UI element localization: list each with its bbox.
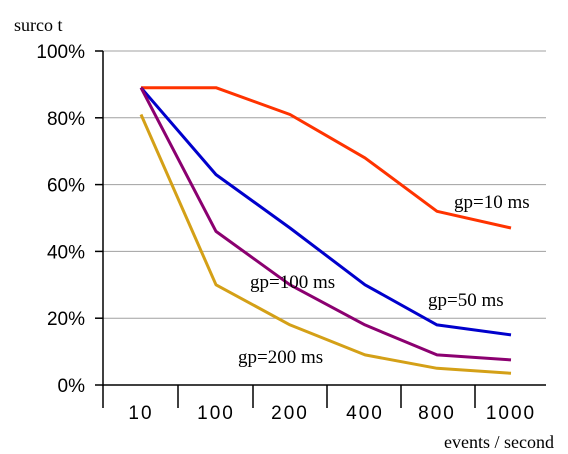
x-tick-label: 1000	[486, 403, 536, 424]
x-axis-title: events / second	[444, 432, 554, 452]
y-tick-label: 100%	[36, 42, 85, 63]
gridlines	[103, 50, 546, 319]
x-tick-label: 400	[346, 403, 384, 424]
series-label: gp=200 ms	[238, 347, 323, 368]
series-line	[139, 87, 512, 362]
axes: 0% 20% 40% 60% 80% 100% 10 100 200 400 800 1000	[36, 42, 546, 424]
y-tick-label: 20%	[47, 309, 85, 330]
series-line	[139, 113, 512, 375]
x-tick-label: 100	[197, 403, 235, 424]
series-labels: gp=10 ms gp=50 ms gp=100 ms gp=200 ms	[238, 192, 530, 368]
series-line	[139, 86, 512, 337]
x-tick-label: 10	[128, 403, 153, 424]
y-tick-label: 40%	[47, 242, 85, 263]
series-label: gp=100 ms	[250, 272, 335, 293]
series-label: gp=10 ms	[454, 192, 530, 213]
x-tick-label: 800	[418, 403, 456, 424]
y-tick-label: 0%	[58, 376, 86, 397]
y-axis-title: surco t	[14, 15, 63, 35]
series-lines	[139, 86, 512, 375]
series-line	[141, 86, 512, 230]
series-label: gp=50 ms	[428, 290, 504, 311]
y-tick-label: 60%	[47, 176, 85, 197]
x-tick-label: 200	[271, 403, 309, 424]
y-tick-label: 80%	[47, 109, 85, 130]
